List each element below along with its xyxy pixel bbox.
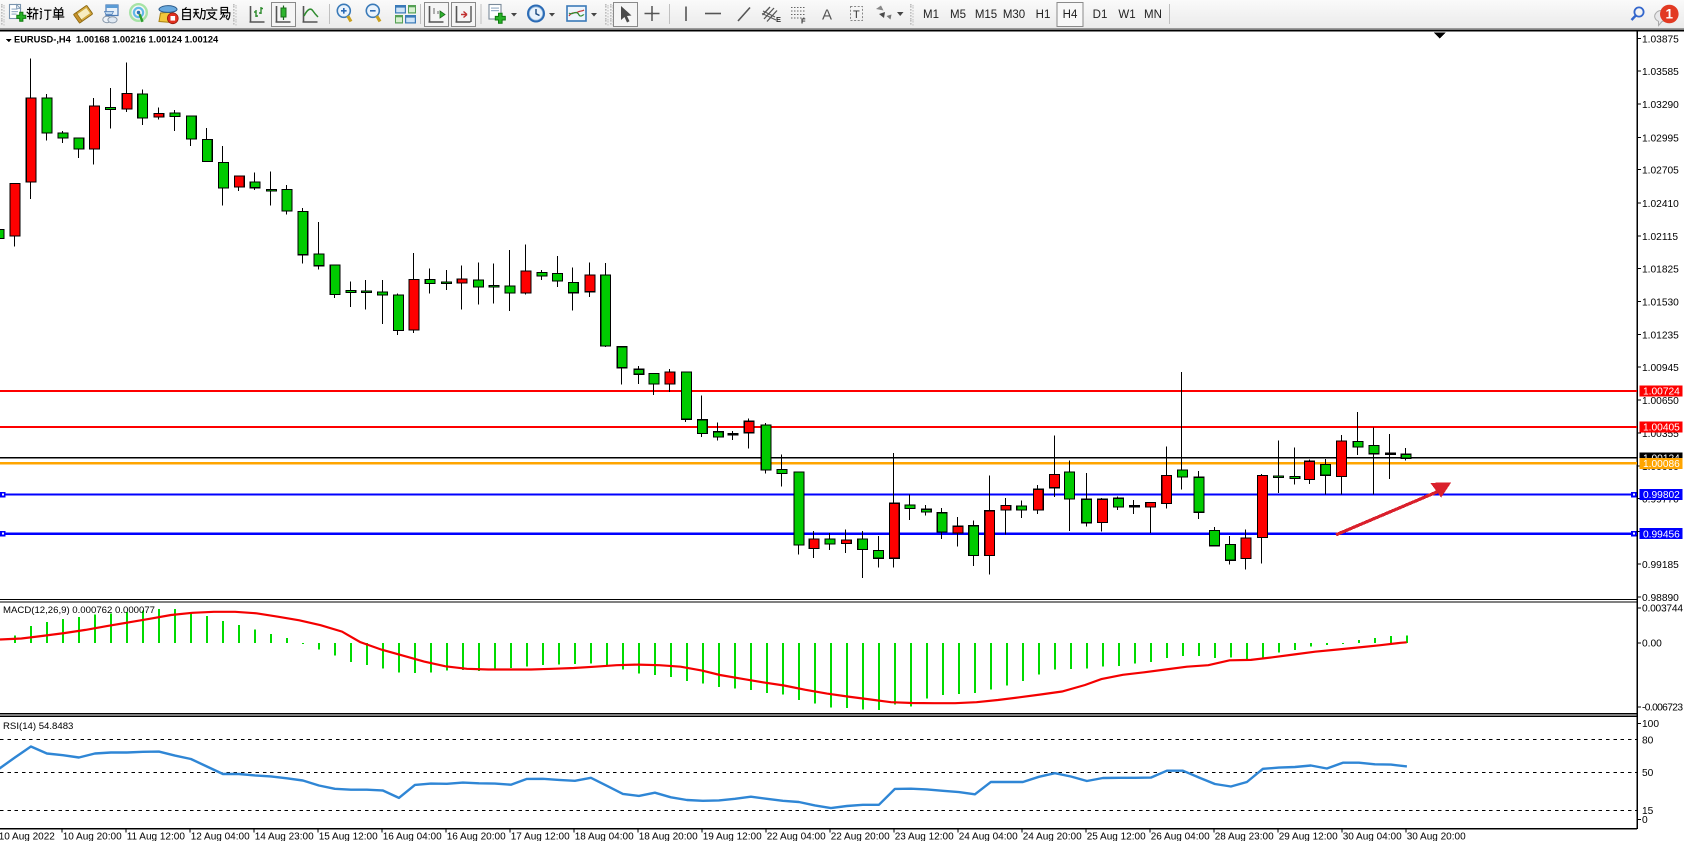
- svg-text:15 Aug 12:00: 15 Aug 12:00: [319, 832, 378, 841]
- svg-text:1.00086: 1.00086: [1643, 459, 1680, 470]
- svg-text:1.03875: 1.03875: [1642, 35, 1679, 46]
- svg-text:1.02705: 1.02705: [1642, 166, 1679, 177]
- svg-text:MN: MN: [1144, 9, 1162, 21]
- svg-text:1.03290: 1.03290: [1642, 100, 1679, 111]
- svg-text:15: 15: [1642, 806, 1654, 817]
- svg-text:A: A: [822, 7, 832, 24]
- svg-text:18 Aug 04:00: 18 Aug 04:00: [575, 832, 634, 841]
- svg-text:1.02995: 1.02995: [1642, 133, 1679, 144]
- svg-text:29 Aug 12:00: 29 Aug 12:00: [1279, 832, 1338, 841]
- svg-text:1.03585: 1.03585: [1642, 67, 1679, 78]
- svg-text:24 Aug 20:00: 24 Aug 20:00: [1023, 832, 1082, 841]
- svg-text:1.01235: 1.01235: [1642, 331, 1679, 342]
- svg-text:24 Aug 04:00: 24 Aug 04:00: [959, 832, 1018, 841]
- svg-text:1.02410: 1.02410: [1642, 199, 1679, 210]
- svg-text:28 Aug 23:00: 28 Aug 23:00: [1215, 832, 1274, 841]
- svg-text:1.00724: 1.00724: [1643, 387, 1680, 398]
- svg-text:23 Aug 12:00: 23 Aug 12:00: [895, 832, 954, 841]
- svg-text:0.98890: 0.98890: [1642, 593, 1679, 604]
- svg-text:M30: M30: [1003, 9, 1025, 21]
- svg-text:H1: H1: [1036, 9, 1051, 21]
- svg-text:17 Aug 12:00: 17 Aug 12:00: [511, 832, 570, 841]
- svg-text:T: T: [853, 9, 860, 21]
- svg-text:MACD(12,26,9) 0.000762 0.00007: MACD(12,26,9) 0.000762 0.000077: [3, 605, 155, 616]
- svg-text:1.01530: 1.01530: [1642, 297, 1679, 308]
- svg-text:50: 50: [1642, 768, 1654, 779]
- svg-text:10 Aug 2022: 10 Aug 2022: [0, 832, 55, 841]
- svg-text:D1: D1: [1093, 9, 1108, 21]
- svg-text:0.99802: 0.99802: [1643, 490, 1680, 501]
- svg-text:1.00405: 1.00405: [1643, 423, 1680, 434]
- svg-text:1.00650: 1.00650: [1642, 396, 1679, 407]
- svg-text:0: 0: [1642, 815, 1648, 826]
- svg-text:12 Aug 04:00: 12 Aug 04:00: [191, 832, 250, 841]
- svg-text:18 Aug 20:00: 18 Aug 20:00: [639, 832, 698, 841]
- svg-text:10 Aug 20:00: 10 Aug 20:00: [63, 832, 122, 841]
- svg-text:EURUSD-,H4 1.00168 1.00216 1.: EURUSD-,H4 1.00168 1.00216 1.00124 1.001…: [14, 35, 219, 45]
- svg-text:30 Aug 20:00: 30 Aug 20:00: [1407, 832, 1466, 841]
- svg-text:16 Aug 20:00: 16 Aug 20:00: [447, 832, 506, 841]
- svg-text:M15: M15: [975, 9, 997, 21]
- svg-text:25 Aug 12:00: 25 Aug 12:00: [1087, 832, 1146, 841]
- svg-text:W1: W1: [1118, 9, 1135, 21]
- svg-text:RSI(14) 54.8483: RSI(14) 54.8483: [3, 721, 73, 732]
- svg-text:0.99185: 0.99185: [1642, 560, 1679, 571]
- svg-text:0.00: 0.00: [1642, 639, 1662, 650]
- svg-text:1.00355: 1.00355: [1642, 429, 1679, 440]
- svg-text:0.99456: 0.99456: [1643, 529, 1680, 540]
- svg-text:14 Aug 23:00: 14 Aug 23:00: [255, 832, 314, 841]
- svg-text:22 Aug 04:00: 22 Aug 04:00: [767, 832, 826, 841]
- svg-text:16 Aug 04:00: 16 Aug 04:00: [383, 832, 442, 841]
- svg-text:-0.006723: -0.006723: [1642, 703, 1683, 714]
- svg-text:11 Aug 12:00: 11 Aug 12:00: [127, 832, 186, 841]
- svg-text:0.003744: 0.003744: [1642, 604, 1683, 615]
- svg-text:E: E: [776, 15, 781, 24]
- svg-text:1: 1: [1666, 7, 1674, 22]
- svg-text:H4: H4: [1063, 9, 1078, 21]
- svg-text:80: 80: [1642, 735, 1654, 746]
- svg-text:26 Aug 04:00: 26 Aug 04:00: [1151, 832, 1210, 841]
- svg-text:1.02115: 1.02115: [1642, 232, 1678, 243]
- svg-text:1.01825: 1.01825: [1642, 264, 1679, 275]
- svg-text:100: 100: [1642, 719, 1659, 730]
- svg-text:22 Aug 20:00: 22 Aug 20:00: [831, 832, 890, 841]
- svg-text:19 Aug 12:00: 19 Aug 12:00: [703, 832, 762, 841]
- svg-text:30 Aug 04:00: 30 Aug 04:00: [1343, 832, 1402, 841]
- svg-text:F: F: [801, 17, 806, 26]
- svg-text:M5: M5: [950, 9, 966, 21]
- svg-text:M1: M1: [923, 9, 939, 21]
- svg-text:1.00945: 1.00945: [1642, 363, 1679, 374]
